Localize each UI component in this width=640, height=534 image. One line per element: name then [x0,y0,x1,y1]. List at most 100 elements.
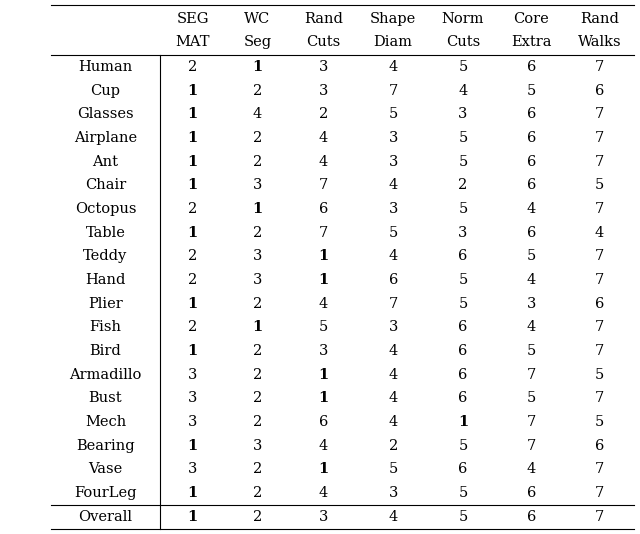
Text: Vase: Vase [88,462,123,476]
Text: 3: 3 [253,178,262,192]
Text: 6: 6 [527,226,536,240]
Text: 5: 5 [595,415,604,429]
Text: 4: 4 [527,462,536,476]
Text: Airplane: Airplane [74,131,137,145]
Text: 3: 3 [188,391,197,405]
Text: 5: 5 [595,368,604,382]
Text: 6: 6 [527,60,536,74]
Text: 3: 3 [388,486,398,500]
Text: 2: 2 [253,344,262,358]
Text: 3: 3 [188,415,197,429]
Text: Overall: Overall [79,510,132,524]
Text: Mech: Mech [85,415,126,429]
Text: 6: 6 [388,273,398,287]
Text: 5: 5 [458,439,468,453]
Text: 5: 5 [527,249,536,263]
Text: Norm: Norm [442,12,484,26]
Text: 5: 5 [595,178,604,192]
Text: 3: 3 [253,439,262,453]
Text: WC: WC [244,12,271,26]
Text: Extra: Extra [511,35,552,49]
Text: MAT: MAT [175,35,210,49]
Text: 7: 7 [595,510,604,524]
Text: 3: 3 [388,155,398,169]
Text: 3: 3 [388,131,398,145]
Text: 3: 3 [458,226,468,240]
Text: 2: 2 [253,391,262,405]
Text: 1: 1 [188,297,198,311]
Text: 3: 3 [319,510,328,524]
Text: 2: 2 [253,84,262,98]
Text: Glasses: Glasses [77,107,134,121]
Text: Plier: Plier [88,297,123,311]
Text: 2: 2 [253,297,262,311]
Text: 2: 2 [188,202,197,216]
Text: 2: 2 [188,249,197,263]
Text: 7: 7 [527,415,536,429]
Text: 2: 2 [388,439,398,453]
Text: Hand: Hand [85,273,125,287]
Text: 3: 3 [253,249,262,263]
Text: 4: 4 [388,391,398,405]
Text: 4: 4 [319,297,328,311]
Text: 4: 4 [388,368,398,382]
Text: 5: 5 [527,84,536,98]
Text: 1: 1 [188,84,198,98]
Text: 5: 5 [319,320,328,334]
Text: 3: 3 [188,368,197,382]
Text: Bird: Bird [90,344,122,358]
Text: 4: 4 [527,273,536,287]
Text: 4: 4 [595,226,604,240]
Text: 5: 5 [527,391,536,405]
Text: Diam: Diam [374,35,413,49]
Text: 2: 2 [253,415,262,429]
Text: 7: 7 [595,131,604,145]
Text: 2: 2 [253,486,262,500]
Text: 2: 2 [253,462,262,476]
Text: 4: 4 [319,439,328,453]
Text: 1: 1 [318,273,328,287]
Text: 6: 6 [319,415,328,429]
Text: Table: Table [86,226,125,240]
Text: 3: 3 [188,462,197,476]
Text: Cuts: Cuts [446,35,480,49]
Text: 4: 4 [253,107,262,121]
Text: 3: 3 [319,84,328,98]
Text: 6: 6 [458,320,468,334]
Text: 2: 2 [253,155,262,169]
Text: 2: 2 [253,510,262,524]
Text: 7: 7 [527,368,536,382]
Text: 5: 5 [458,510,468,524]
Text: 6: 6 [458,368,468,382]
Text: 4: 4 [458,84,468,98]
Text: SEG: SEG [177,12,209,26]
Text: 7: 7 [595,486,604,500]
Text: Rand: Rand [580,12,619,26]
Text: 5: 5 [388,462,398,476]
Text: 1: 1 [252,60,262,74]
Text: 2: 2 [319,107,328,121]
Text: 5: 5 [458,486,468,500]
Text: Ant: Ant [93,155,118,169]
Text: 2: 2 [188,273,197,287]
Text: 1: 1 [318,368,328,382]
Text: Chair: Chair [85,178,126,192]
Text: Walks: Walks [578,35,621,49]
Text: 7: 7 [595,60,604,74]
Text: 7: 7 [595,462,604,476]
Text: 1: 1 [188,107,198,121]
Text: 3: 3 [527,297,536,311]
Text: 1: 1 [188,486,198,500]
Text: 6: 6 [527,178,536,192]
Text: Teddy: Teddy [83,249,127,263]
Text: 2: 2 [253,226,262,240]
Text: 3: 3 [388,202,398,216]
Text: Fish: Fish [90,320,122,334]
Text: 5: 5 [527,344,536,358]
Text: Rand: Rand [304,12,343,26]
Text: 1: 1 [188,131,198,145]
Text: Cuts: Cuts [307,35,340,49]
Text: 5: 5 [458,155,468,169]
Text: 7: 7 [595,107,604,121]
Text: Octopus: Octopus [75,202,136,216]
